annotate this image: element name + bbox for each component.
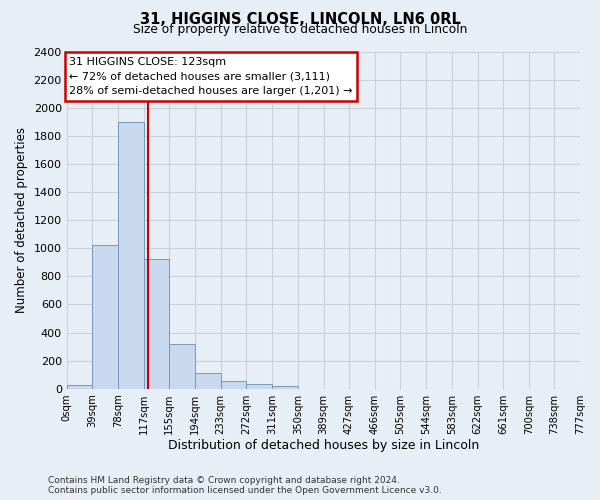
Bar: [92, 246, 118, 388]
Text: Size of property relative to detached houses in Lincoln: Size of property relative to detached ho…: [133, 22, 467, 36]
Y-axis label: Number of detached properties: Number of detached properties: [15, 127, 28, 313]
Bar: [144, 260, 169, 388]
X-axis label: Distribution of detached houses by size in Lincoln: Distribution of detached houses by size …: [168, 440, 479, 452]
Text: Contains public sector information licensed under the Open Government Licence v3: Contains public sector information licen…: [48, 486, 442, 495]
Bar: [169, 344, 195, 388]
Bar: [247, 384, 272, 388]
Text: 31 HIGGINS CLOSE: 123sqm
← 72% of detached houses are smaller (3,111)
28% of sem: 31 HIGGINS CLOSE: 123sqm ← 72% of detach…: [69, 56, 353, 96]
Bar: [67, 385, 92, 388]
Bar: [195, 374, 221, 388]
Text: Contains HM Land Registry data © Crown copyright and database right 2024.: Contains HM Land Registry data © Crown c…: [48, 476, 400, 485]
Bar: [221, 381, 247, 388]
Text: 31, HIGGINS CLOSE, LINCOLN, LN6 0RL: 31, HIGGINS CLOSE, LINCOLN, LN6 0RL: [140, 12, 460, 28]
Bar: [272, 386, 298, 388]
Bar: [118, 122, 144, 388]
